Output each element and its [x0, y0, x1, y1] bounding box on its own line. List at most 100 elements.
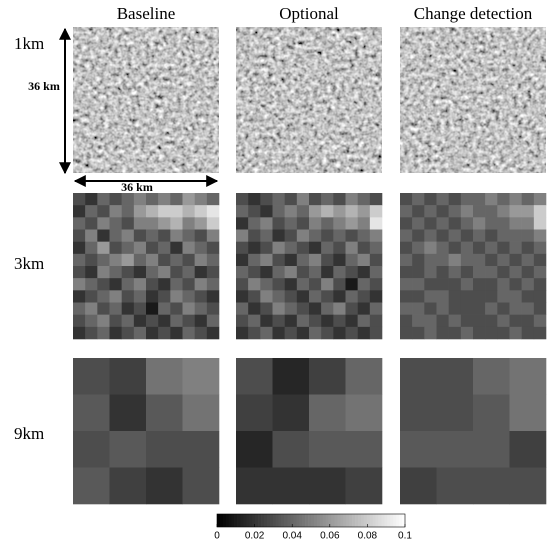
grid-cell [424, 217, 437, 230]
grid-cell [321, 193, 334, 206]
grid-cell [436, 217, 449, 230]
grid-cell [412, 290, 425, 303]
grid-cell [400, 302, 413, 315]
grid-cell [509, 193, 522, 206]
grid-cell [146, 290, 159, 303]
grid-cell [497, 314, 510, 328]
grid-cell [473, 394, 510, 432]
colorbar-segment [266, 514, 271, 527]
grid-cell [236, 241, 249, 255]
grid-cell [485, 326, 498, 340]
grid-cell [194, 217, 208, 230]
grid-cell [448, 229, 462, 242]
grid-cell [206, 205, 220, 218]
grid-cell [85, 302, 98, 315]
grid-cell [369, 217, 383, 230]
grid-cell [206, 326, 220, 340]
grid-cell [121, 266, 135, 279]
grid-cell [448, 253, 462, 267]
grid-cell [146, 278, 159, 291]
grid-cell [333, 266, 346, 279]
grid-cell [448, 326, 462, 340]
grid-cell [158, 302, 171, 315]
grid-cell [400, 290, 413, 303]
grid-cell [121, 193, 135, 206]
grid-cell [109, 266, 122, 279]
grid-cell [272, 253, 285, 267]
grid-cell [85, 290, 98, 303]
grid-cell [412, 205, 425, 218]
grid-cell [146, 193, 159, 206]
grid-cell [509, 229, 522, 242]
grid-cell [345, 241, 358, 255]
grid-cell [309, 229, 322, 242]
colorbar-segment [243, 514, 247, 527]
grid-cell [97, 253, 110, 267]
grid-cell [236, 314, 249, 328]
grid-cell [369, 193, 383, 206]
grid-cell [133, 253, 147, 267]
grid-cell [260, 326, 273, 340]
grid-cell [296, 278, 310, 291]
grid-cell [436, 326, 449, 340]
grid-cell [412, 314, 425, 328]
grid-cell [272, 431, 310, 468]
grid-cell [357, 241, 371, 255]
grid-cell [97, 314, 110, 328]
grid-cell [485, 314, 498, 328]
colorbar-segment [366, 514, 371, 527]
grid-cell [146, 314, 159, 328]
grid-cell [400, 205, 413, 218]
column-header: Optional [279, 4, 339, 23]
grid-cell [284, 278, 298, 291]
grid-cell [206, 241, 220, 255]
grid-cell [412, 241, 425, 255]
grid-cell [194, 193, 208, 206]
grid-cell [73, 229, 86, 242]
grid-cell [85, 193, 98, 206]
grid-cell [236, 266, 249, 279]
grid-cell [509, 278, 522, 291]
colorbar-segment [299, 514, 303, 527]
grid-cell [284, 326, 298, 340]
grid-cell [248, 266, 261, 279]
colorbar-segment [311, 514, 315, 527]
grid-cell [109, 326, 122, 340]
grid-cell [460, 193, 474, 206]
grid-cell [400, 266, 413, 279]
grid-cell [448, 241, 462, 255]
grid-cell [309, 278, 322, 291]
grid-cell [473, 217, 486, 230]
colorbar-segment [272, 514, 277, 527]
colorbar-segment [334, 514, 338, 527]
grid-cell [533, 278, 547, 291]
grid-cell [296, 253, 310, 267]
grid-cell [272, 266, 285, 279]
grid-cell [369, 229, 383, 242]
grid-cell [473, 205, 486, 218]
grid-cell [260, 290, 273, 303]
grid-cell [260, 314, 273, 328]
grid-cell [400, 467, 437, 505]
grid-cell [509, 266, 522, 279]
grid-cell [333, 193, 346, 206]
grid-cell [170, 278, 183, 291]
colorbar-segment [390, 514, 394, 527]
grid-cell [109, 205, 122, 218]
grid-cell [357, 326, 371, 340]
grid-cell [357, 290, 371, 303]
grid-cell [194, 326, 208, 340]
grid-cell [309, 302, 322, 315]
colorbar-segment [275, 514, 279, 527]
grid-cell [236, 467, 273, 505]
grid-cell [206, 290, 220, 303]
grid-cell [121, 253, 135, 267]
grid-cell [436, 278, 449, 291]
grid-cell [121, 205, 135, 218]
colorbar-segment [219, 514, 224, 527]
grid-cell [236, 217, 249, 230]
grid-cell [182, 229, 195, 242]
grid-cell [369, 266, 383, 279]
grid-cell [73, 266, 86, 279]
grid-cell [473, 326, 486, 340]
